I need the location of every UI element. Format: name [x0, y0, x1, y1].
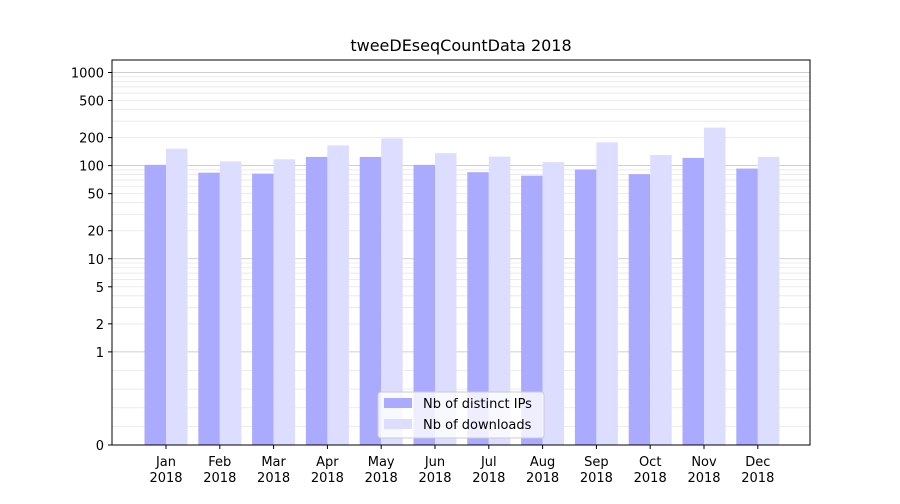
bar-downloads-2 — [273, 159, 296, 445]
bar-distinct-ips-8 — [574, 169, 597, 445]
bar-distinct-ips-0 — [144, 164, 166, 446]
x-tick-label: Jun 2018 — [418, 455, 451, 486]
bar-distinct-ips-4 — [359, 156, 382, 445]
legend: Nb of distinct IPs Nb of downloads — [377, 391, 545, 439]
bar-downloads-9 — [650, 155, 672, 445]
y-tick-label: 0 — [96, 439, 104, 454]
y-tick-label: 20 — [87, 225, 104, 240]
y-tick-label: 500 — [79, 95, 104, 110]
bar-downloads-8 — [596, 142, 618, 446]
x-tick-label: May 2018 — [365, 455, 398, 486]
bars — [144, 127, 780, 446]
y-tick-label: 1000 — [71, 67, 104, 82]
x-tick-label: Jan 2018 — [149, 455, 182, 486]
y-tick-label: 5 — [96, 281, 104, 296]
legend-label: Nb of downloads — [423, 418, 532, 433]
bar-distinct-ips-10 — [682, 157, 704, 445]
bar-distinct-ips-6 — [467, 172, 489, 445]
x-tick-label: Apr 2018 — [311, 455, 344, 486]
bar-downloads-10 — [704, 127, 726, 445]
bar-distinct-ips-3 — [305, 156, 328, 445]
x-tick-label: Dec 2018 — [741, 455, 774, 486]
x-tick-label: Mar 2018 — [257, 455, 290, 486]
bar-downloads-3 — [327, 145, 349, 445]
bar-downloads-7 — [542, 162, 565, 446]
bar-distinct-ips-1 — [198, 172, 220, 445]
x-tick-label: Nov 2018 — [687, 455, 720, 486]
y-axis-ticks: 0 1 2 5 10 20 50 100 200 500 1000 — [71, 67, 112, 454]
bar-downloads-5 — [435, 153, 457, 445]
bar-distinct-ips-5 — [413, 164, 435, 446]
bar-distinct-ips-11 — [736, 168, 758, 445]
bar-distinct-ips-2 — [252, 173, 274, 445]
y-tick-label: 50 — [87, 188, 104, 203]
legend-swatch — [384, 419, 412, 429]
y-tick-label: 2 — [96, 318, 104, 333]
legend-label: Nb of distinct IPs — [423, 397, 532, 412]
y-tick-label: 10 — [87, 253, 104, 268]
y-tick-label: 1 — [96, 346, 104, 361]
bar-downloads-6 — [488, 156, 511, 445]
bar-downloads-11 — [757, 156, 780, 445]
bar-downloads-4 — [381, 138, 403, 445]
x-tick-label: Sep 2018 — [580, 455, 613, 486]
x-tick-label: Oct 2018 — [634, 455, 667, 486]
legend-swatch — [384, 398, 412, 408]
plot-area-frame — [111, 59, 811, 446]
chart-title: tweeDEseqCountData 2018 — [350, 36, 571, 55]
bar-downloads-1 — [219, 161, 242, 445]
x-tick-label: Jul 2018 — [472, 455, 505, 486]
bar-distinct-ips-7 — [521, 175, 543, 445]
x-axis-ticks: Jan 2018 Feb 2018 Mar 2018 Apr 2018 May 2018 Jun 20… — [149, 445, 774, 486]
y-tick-label: 100 — [79, 160, 104, 175]
x-tick-label: Feb 2018 — [203, 455, 236, 486]
x-tick-label: Aug 2018 — [526, 455, 559, 486]
y-tick-label: 200 — [79, 132, 104, 147]
bar-downloads-0 — [166, 148, 188, 446]
legend-box — [377, 391, 545, 439]
bar-distinct-ips-9 — [628, 174, 651, 445]
